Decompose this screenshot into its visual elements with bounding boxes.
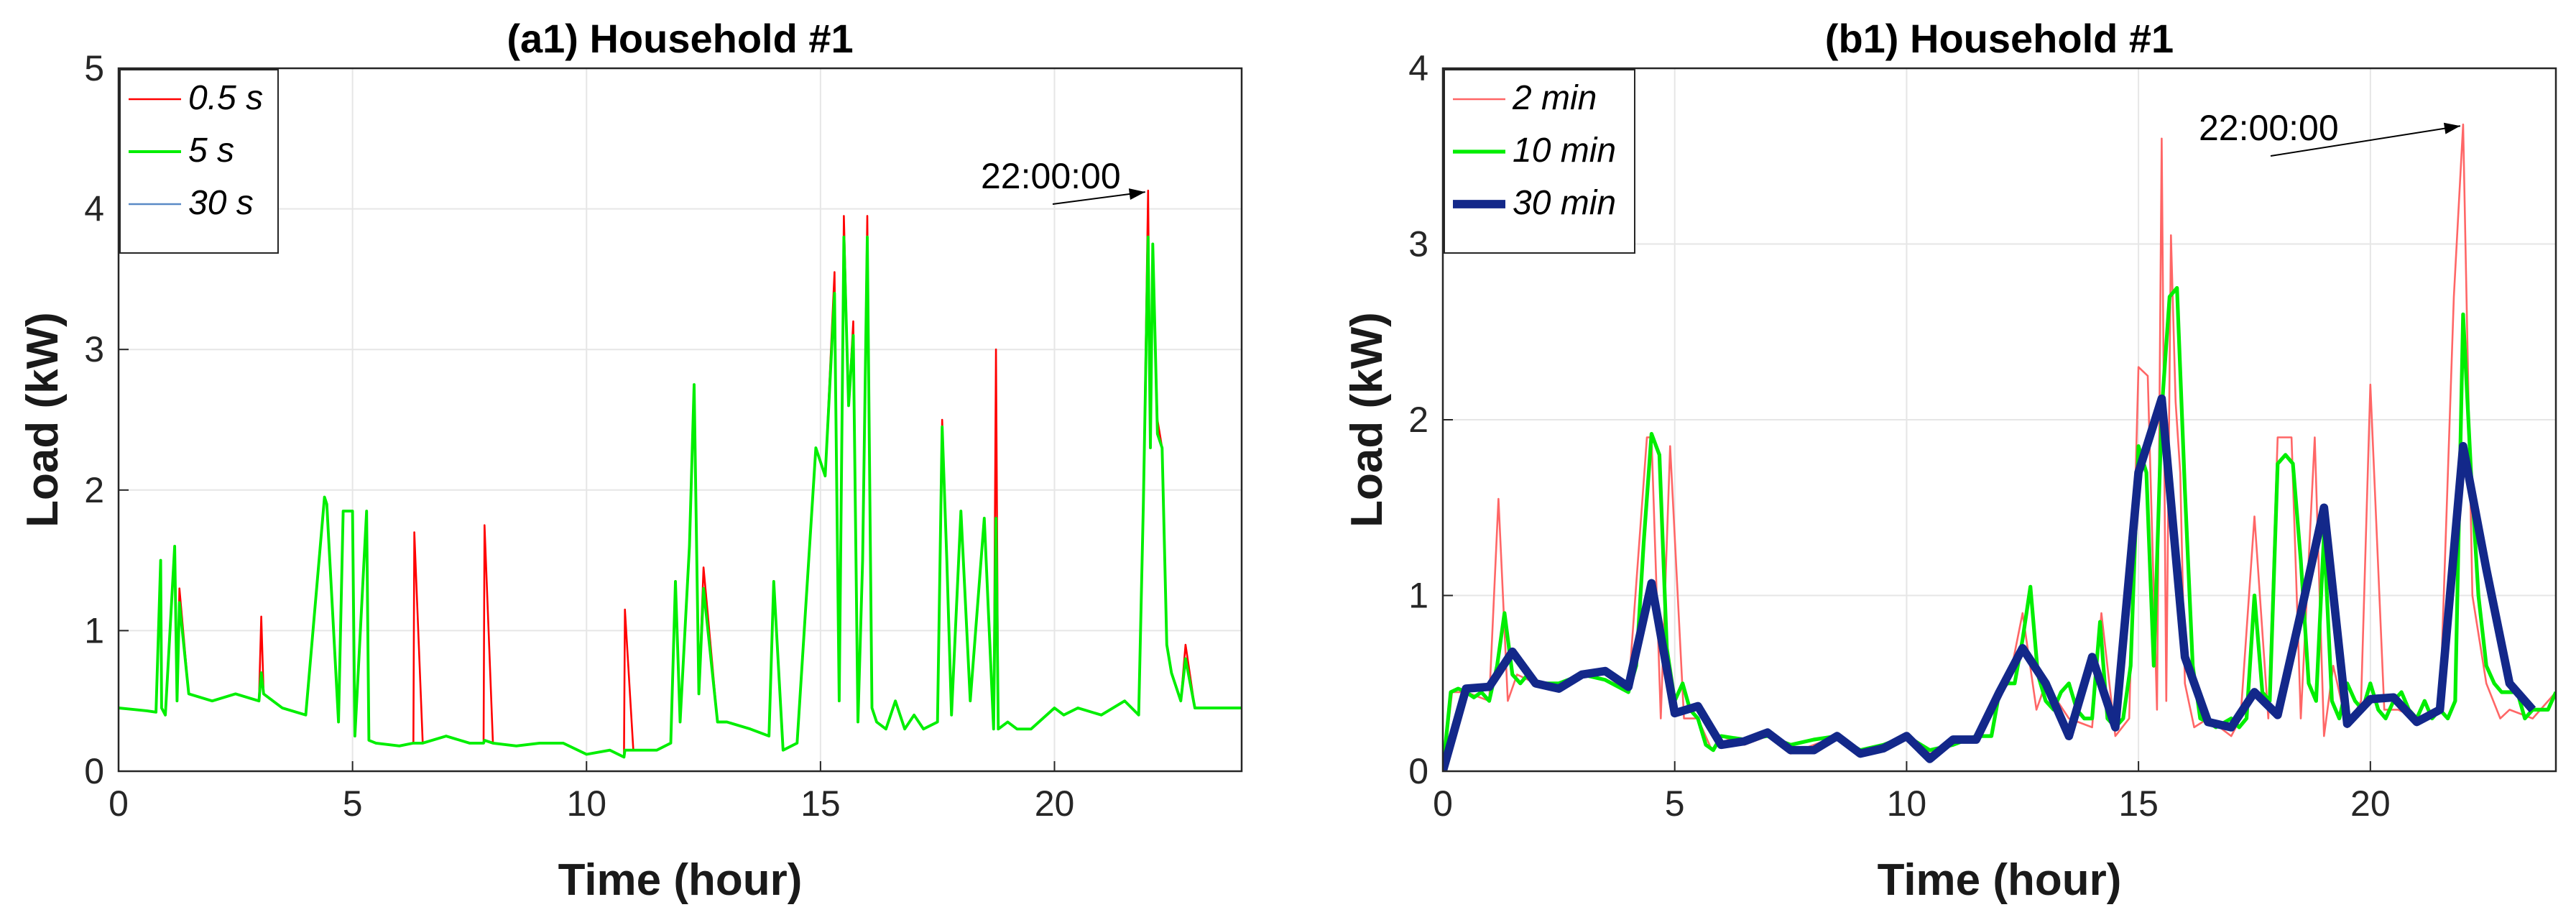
y-axis-label: Load (kW)	[1342, 312, 1392, 528]
y-tick-label: 1	[84, 610, 104, 650]
x-tick-label: 15	[2118, 783, 2159, 824]
chart-title: (a1) Household #1	[507, 16, 853, 61]
legend-label: 2 min	[1512, 79, 1597, 117]
y-tick-label: 5	[84, 48, 104, 88]
y-tick-label: 4	[84, 189, 104, 229]
x-tick-label: 0	[109, 783, 129, 824]
series-line-30-min	[1443, 394, 2536, 771]
annotation-arrow-line	[2270, 125, 2461, 157]
x-tick-label: 15	[800, 783, 841, 824]
x-tick-label: 0	[1433, 783, 1453, 824]
annotation-arrowhead	[1128, 188, 1145, 200]
annotation-arrowhead	[2443, 122, 2460, 134]
legend-label: 30 s	[188, 184, 254, 222]
legend-box	[119, 69, 279, 254]
legend-box	[1444, 69, 1635, 254]
y-tick-label: 3	[84, 329, 104, 369]
axes-box	[117, 67, 1243, 773]
annotation-label: 22:00:00	[981, 156, 1121, 196]
y-tick-label: 4	[1408, 48, 1428, 88]
legend-label: 0.5 s	[188, 79, 263, 117]
y-tick-label: 2	[84, 470, 104, 510]
y-axis-label: Load (kW)	[18, 312, 68, 528]
x-tick-label: 5	[343, 783, 363, 824]
x-tick-label: 5	[1665, 783, 1685, 824]
legend-label: 5 s	[188, 132, 234, 170]
annotation-label: 22:00:00	[2199, 108, 2339, 148]
y-tick-label: 0	[84, 751, 104, 791]
chart-panel-a1: 0 5 10 15 20 0 1 2 3 4 5 (a1) Household #1 Time (hou…	[18, 16, 1243, 905]
legend-label: 30 min	[1513, 184, 1616, 222]
y-tick-label: 0	[1408, 751, 1428, 791]
chart-panel-b1: 0 5 10 15 20 0 1 2 3 4 (b1) Household #1 Time (hour…	[1342, 16, 2557, 905]
x-axis-label: Time (hour)	[1878, 855, 2122, 905]
y-tick-label: 1	[1408, 576, 1428, 616]
legend-label: 10 min	[1513, 132, 1616, 170]
x-tick-label: 10	[566, 783, 606, 824]
x-tick-label: 10	[1887, 783, 1927, 824]
chart-title: (b1) Household #1	[1825, 16, 2174, 61]
x-tick-label: 20	[2350, 783, 2391, 824]
x-axis-label: Time (hour)	[558, 855, 803, 905]
x-tick-label: 20	[1035, 783, 1075, 824]
series-line-5-s	[119, 235, 1242, 759]
y-tick-label: 2	[1408, 400, 1428, 440]
y-tick-label: 3	[1408, 224, 1428, 264]
